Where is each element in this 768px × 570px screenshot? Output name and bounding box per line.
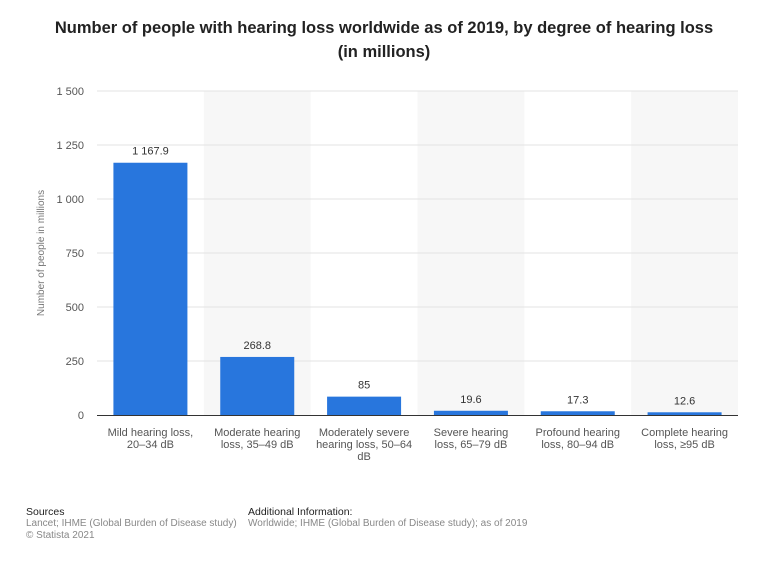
- category-label: loss, 80–94 dB: [541, 439, 614, 451]
- y-tick-label: 0: [78, 410, 84, 422]
- bar: [113, 162, 188, 415]
- data-label: 85: [358, 380, 370, 392]
- data-label: 268.8: [243, 340, 271, 352]
- sources-block: Sources Lancet; IHME (Global Burden of D…: [26, 506, 237, 542]
- category-label: Mild hearing loss,: [108, 427, 194, 439]
- category-label: hearing loss, 50–64: [316, 439, 412, 451]
- bar: [327, 396, 402, 415]
- category-label: Severe hearing: [434, 427, 509, 439]
- data-label: 17.3: [567, 394, 588, 406]
- category-label: Complete hearing: [641, 427, 728, 439]
- category-label: loss, ≥95 dB: [654, 439, 714, 451]
- sources-heading: Sources: [26, 506, 65, 518]
- bar: [540, 411, 615, 415]
- bar-chart: 0 250 500 750 1 000 1 250 1 500 Number of peopl…: [36, 86, 738, 463]
- category-label: loss, 65–79 dB: [435, 439, 508, 451]
- data-label: 1 167.9: [132, 146, 169, 158]
- y-tick-label: 250: [66, 356, 84, 368]
- y-tick-label: 500: [66, 302, 84, 314]
- copyright-text: © Statista 2021: [26, 530, 95, 541]
- bar: [220, 356, 295, 415]
- data-label: 19.6: [460, 394, 481, 406]
- bar: [433, 410, 508, 415]
- additional-info-block: Additional Information: Worldwide; IHME …: [248, 506, 527, 530]
- chart-subtitle: (in millions): [337, 43, 431, 61]
- category-label: dB: [357, 451, 370, 463]
- category-label: Moderately severe: [319, 427, 410, 439]
- chart-title: Number of people with hearing loss world…: [40, 16, 728, 64]
- category-label: Profound hearing: [536, 427, 620, 439]
- chart-title-main: Number of people with hearing loss world…: [54, 19, 714, 37]
- sources-text: Lancet; IHME (Global Burden of Disease s…: [26, 518, 237, 529]
- y-tick-label: 1 500: [56, 86, 84, 98]
- y-tick-label: 1 000: [56, 194, 84, 206]
- additional-info-text: Worldwide; IHME (Global Burden of Diseas…: [248, 518, 528, 529]
- data-label: 12.6: [674, 395, 695, 407]
- y-tick-label: 1 250: [56, 140, 84, 152]
- y-tick-label: 750: [66, 248, 84, 260]
- category-label: Moderate hearing: [214, 427, 300, 439]
- category-label: 20–34 dB: [127, 439, 174, 451]
- y-axis-title: Number of people in millions: [36, 190, 47, 316]
- bar: [647, 412, 722, 415]
- additional-info-heading: Additional Information:: [248, 506, 353, 518]
- category-label: loss, 35–49 dB: [221, 439, 294, 451]
